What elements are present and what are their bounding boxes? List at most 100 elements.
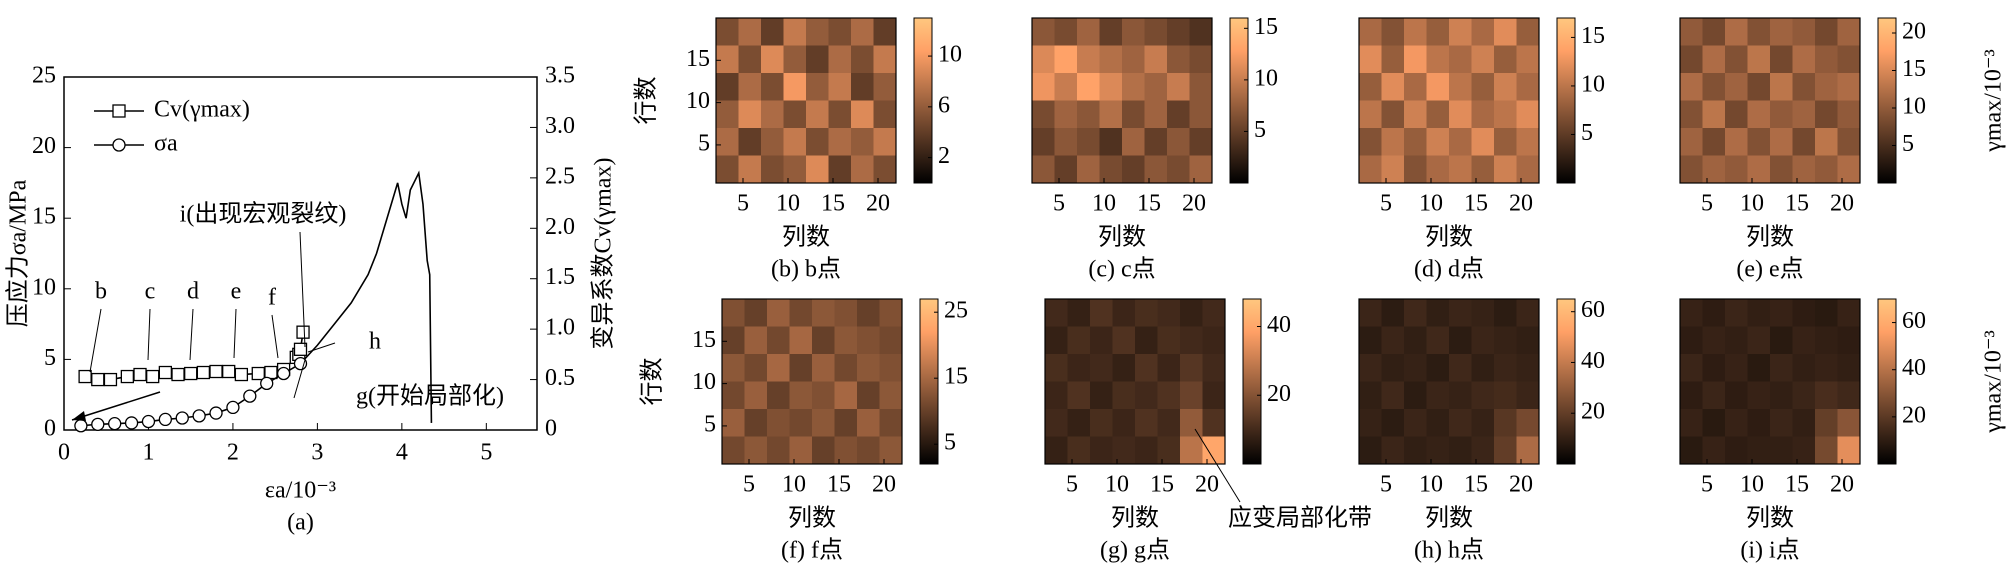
x-tick-label: 10: [1740, 472, 1764, 498]
heat-cell: [1359, 155, 1382, 184]
heat-cell: [1359, 326, 1382, 355]
heat-cell: [1680, 155, 1703, 184]
heat-cell: [857, 436, 880, 465]
heat-cell: [1426, 436, 1450, 465]
heat-cell: [1202, 381, 1226, 410]
y-tick-label: 5: [44, 345, 56, 371]
x-tick-label: 15: [1785, 472, 1809, 498]
heat-cell: [1099, 73, 1123, 101]
annotation-line: [307, 342, 336, 353]
y-tick-label: 15: [686, 46, 710, 72]
heat-cell: [1516, 73, 1540, 101]
data-point: [260, 376, 274, 391]
heat-cell: [1471, 354, 1495, 382]
heat-cell: [1792, 155, 1816, 184]
heat-cell: [1189, 73, 1213, 101]
data-point: [158, 412, 173, 427]
heat-cell: [873, 155, 897, 184]
y2-tick-label: 1.0: [545, 315, 575, 341]
x-axis-label: 列数: [782, 224, 830, 251]
heat-cell: [1770, 299, 1793, 327]
heat-cell: [806, 73, 829, 101]
heat-cell: [879, 436, 903, 465]
x-tick-label: 5: [737, 191, 749, 217]
heat-cell: [1837, 299, 1861, 327]
x-tick-label: 2: [227, 440, 239, 466]
heat-cell: [1702, 326, 1726, 355]
heat-cell: [1404, 326, 1427, 355]
heat-cell: [1792, 73, 1816, 101]
heat-cell: [1122, 45, 1145, 74]
heat-cell: [738, 100, 762, 129]
heat-cell: [1494, 409, 1517, 437]
heat-cell: [806, 128, 829, 156]
heat-cell: [1067, 409, 1091, 437]
heat-cell: [1135, 409, 1158, 437]
heat-cell: [1135, 326, 1158, 355]
panel-frame: [721, 298, 903, 465]
heat-cell: [1144, 155, 1168, 184]
heat-cell: [789, 436, 813, 465]
heat-cell: [767, 326, 790, 355]
data-point: [264, 365, 278, 380]
heat-cell: [1189, 18, 1213, 46]
heat-cell: [1077, 128, 1100, 156]
heat-cell: [744, 436, 768, 465]
annotation: b: [95, 279, 107, 305]
heat-cell: [1144, 73, 1168, 101]
heat-cell: [738, 45, 762, 74]
heat-cell: [1426, 381, 1450, 410]
annotation-line: [293, 359, 306, 399]
data-point: [222, 364, 236, 379]
heat-cell: [1702, 155, 1726, 184]
heat-cell: [744, 381, 768, 410]
heat-cell: [1494, 326, 1517, 355]
x-tick-label: 5: [1380, 472, 1392, 498]
heat-cell: [1112, 299, 1136, 327]
heat-cell: [1747, 299, 1771, 327]
heat-cell: [738, 73, 762, 101]
heat-cell: [1359, 128, 1382, 156]
heat-cell: [1180, 409, 1203, 437]
heat-cell: [761, 155, 784, 184]
colorbar-tick-label: 2: [938, 143, 950, 169]
heat-cell: [1680, 354, 1703, 382]
heat-cell: [789, 354, 813, 382]
colorbar-tick-label: 10: [1254, 65, 1278, 91]
heat-cell: [879, 354, 903, 382]
heat-cell: [783, 18, 807, 46]
arrow-head: [72, 411, 86, 421]
heat-cell: [857, 299, 880, 327]
heat-cell: [1381, 299, 1405, 327]
annotation-line: [271, 314, 279, 359]
heat-cell: [1144, 128, 1168, 156]
heat-cell: [1471, 299, 1495, 327]
heat-cell: [1516, 18, 1540, 46]
x-tick-label: 20: [1509, 472, 1533, 498]
heat-cell: [1770, 155, 1793, 184]
heat-cell: [1067, 326, 1091, 355]
heat-cell: [1167, 128, 1190, 156]
heat-cell: [1792, 18, 1816, 46]
heat-cell: [1770, 128, 1793, 156]
heat-cell: [1359, 18, 1382, 46]
heat-cell: [1747, 381, 1771, 410]
heat-cell: [1792, 381, 1816, 410]
y-tick-label: 5: [704, 411, 716, 437]
heat-cell: [851, 100, 874, 129]
data-point: [251, 366, 265, 381]
colorbar-tick-label: 5: [1254, 117, 1266, 143]
heat-cell: [1702, 100, 1726, 129]
heat-cell: [812, 436, 835, 465]
heat-cell: [879, 381, 903, 410]
heat-cell: [1702, 381, 1726, 410]
heat-cell: [851, 18, 874, 46]
panel-frame: [1358, 298, 1540, 465]
heat-cell: [1157, 326, 1181, 355]
heat-cell: [1202, 409, 1226, 437]
caption: (i) i点: [1740, 537, 1799, 564]
heat-cell: [879, 409, 903, 437]
heat-cell: [1680, 381, 1703, 410]
y2-tick-label: 2.5: [545, 163, 575, 189]
heat-cell: [1157, 381, 1181, 410]
